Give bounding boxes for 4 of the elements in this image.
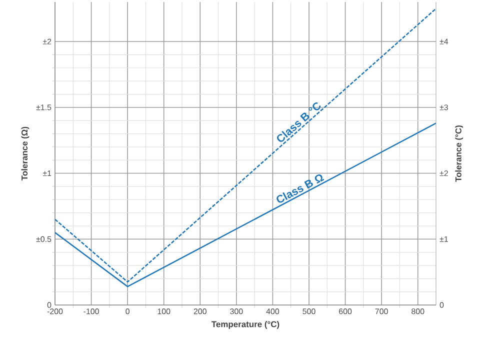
x-axis-title: Temperature (°C) [212, 321, 280, 329]
y-axis-title: Tolerance (Ω) [21, 126, 30, 180]
y2-axis-title: Tolerance (°C) [455, 126, 464, 182]
text: Class B Ω [276, 174, 324, 203]
